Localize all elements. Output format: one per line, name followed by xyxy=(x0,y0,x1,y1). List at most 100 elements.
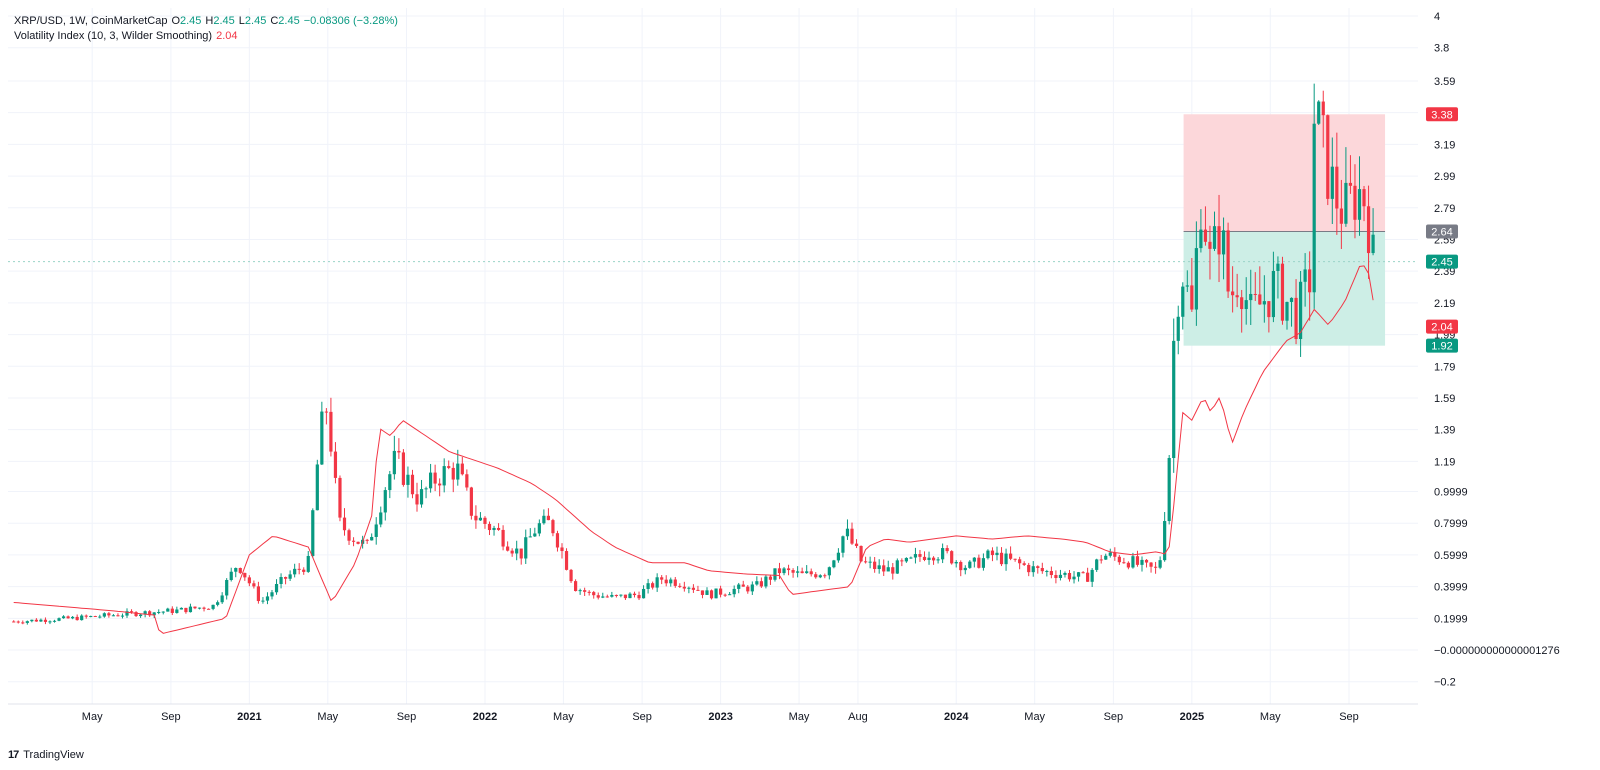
time-axis[interactable]: May Sep 2021 May Sep 2022 May Sep 2023 May Aug 2024… xyxy=(8,703,1418,723)
candle-body[interactable] xyxy=(1298,281,1303,340)
candle-body[interactable] xyxy=(1344,182,1348,224)
candle-body[interactable] xyxy=(451,467,455,480)
candle-body[interactable] xyxy=(764,576,768,587)
candle-body[interactable] xyxy=(1285,301,1289,321)
candle-body[interactable] xyxy=(1335,166,1339,209)
candle-body[interactable] xyxy=(945,548,949,552)
candle-body[interactable] xyxy=(297,568,301,570)
candle-body[interactable] xyxy=(1018,559,1022,564)
candle-body[interactable] xyxy=(324,411,328,413)
candle-body[interactable] xyxy=(768,576,773,580)
candle-body[interactable] xyxy=(573,581,578,592)
candle-body[interactable] xyxy=(474,515,478,521)
candle-body[interactable] xyxy=(601,596,605,598)
entry-price-badge[interactable] xyxy=(1426,224,1458,239)
candle-body[interactable] xyxy=(43,619,48,622)
candle-body[interactable] xyxy=(777,568,782,574)
candle-body[interactable] xyxy=(229,571,233,580)
candle-body[interactable] xyxy=(732,588,736,595)
candle-body[interactable] xyxy=(1190,285,1194,310)
candle-body[interactable] xyxy=(206,608,211,610)
candle-body[interactable] xyxy=(1317,101,1321,124)
candle-body[interactable] xyxy=(990,550,995,556)
candle-body[interactable] xyxy=(678,585,682,587)
candle-body[interactable] xyxy=(1099,559,1103,561)
candle-body[interactable] xyxy=(30,619,34,622)
candle-body[interactable] xyxy=(329,411,333,452)
candle-body[interactable] xyxy=(895,560,899,574)
candle-body[interactable] xyxy=(16,621,20,623)
candle-body[interactable] xyxy=(1267,301,1271,318)
candle-body[interactable] xyxy=(1203,229,1208,242)
candle-body[interactable] xyxy=(365,539,369,541)
candle-body[interactable] xyxy=(134,612,138,617)
candle-body[interactable] xyxy=(913,554,918,558)
candle-body[interactable] xyxy=(120,615,125,617)
candle-body[interactable] xyxy=(193,606,197,609)
candle-body[interactable] xyxy=(447,466,451,468)
candle-body[interactable] xyxy=(646,583,650,589)
candle-body[interactable] xyxy=(1276,263,1280,271)
candle-body[interactable] xyxy=(506,546,510,551)
candle-body[interactable] xyxy=(700,590,705,595)
candle-body[interactable] xyxy=(116,615,120,617)
candle-body[interactable] xyxy=(1135,556,1140,565)
candle-body[interactable] xyxy=(927,557,931,560)
candle-body[interactable] xyxy=(419,489,424,505)
candle-body[interactable] xyxy=(1208,241,1212,249)
candle-body[interactable] xyxy=(737,584,741,589)
candle-body[interactable] xyxy=(555,533,560,548)
candle-body[interactable] xyxy=(827,567,831,576)
candle-body[interactable] xyxy=(338,477,342,518)
candle-body[interactable] xyxy=(1348,182,1353,186)
candle-body[interactable] xyxy=(569,569,573,582)
stop-price-badge[interactable] xyxy=(1426,107,1458,122)
candle-body[interactable] xyxy=(696,589,700,591)
candle-body[interactable] xyxy=(542,515,546,524)
candle-body[interactable] xyxy=(1072,576,1076,580)
candle-body[interactable] xyxy=(728,594,732,596)
tradingview-brand[interactable]: 17 TradingView xyxy=(8,749,84,761)
candle-body[interactable] xyxy=(524,537,528,559)
candle-body[interactable] xyxy=(1054,575,1058,579)
candle-body[interactable] xyxy=(501,529,505,547)
candle-body[interactable] xyxy=(791,570,795,573)
candle-body[interactable] xyxy=(216,602,220,605)
candle-body[interactable] xyxy=(1371,234,1375,254)
candle-body[interactable] xyxy=(1258,294,1262,305)
candle-body[interactable] xyxy=(261,600,265,602)
candle-body[interactable] xyxy=(161,611,165,613)
candle-body[interactable] xyxy=(383,490,387,513)
candle-body[interactable] xyxy=(863,561,868,563)
candle-body[interactable] xyxy=(1176,316,1180,341)
legend-symbol[interactable]: XRP/USD, 1W, CoinMarketCap xyxy=(14,15,168,27)
candle-body[interactable] xyxy=(877,565,881,570)
candle-body[interactable] xyxy=(460,463,464,475)
candle-body[interactable] xyxy=(682,586,686,589)
candle-body[interactable] xyxy=(1131,556,1135,568)
candle-body[interactable] xyxy=(664,579,668,584)
candle-body[interactable] xyxy=(1149,562,1153,567)
candle-body[interactable] xyxy=(89,616,93,618)
candle-body[interactable] xyxy=(397,450,401,453)
candle-body[interactable] xyxy=(796,571,800,573)
candle-body[interactable] xyxy=(247,577,251,584)
candle-body[interactable] xyxy=(1262,301,1266,305)
candle-body[interactable] xyxy=(478,517,483,521)
candle-body[interactable] xyxy=(1362,189,1366,207)
candle-body[interactable] xyxy=(370,536,374,541)
candle-body[interactable] xyxy=(1303,269,1307,282)
candle-body[interactable] xyxy=(1086,572,1090,582)
candle-body[interactable] xyxy=(496,527,501,530)
candle-body[interactable] xyxy=(279,577,283,585)
candle-body[interactable] xyxy=(963,567,967,571)
candle-body[interactable] xyxy=(129,611,134,613)
candle-body[interactable] xyxy=(941,548,945,560)
candle-body[interactable] xyxy=(972,557,976,562)
candle-body[interactable] xyxy=(632,593,637,596)
candle-body[interactable] xyxy=(57,618,61,621)
candle-body[interactable] xyxy=(1040,568,1044,572)
candle-body[interactable] xyxy=(918,554,922,557)
candle-body[interactable] xyxy=(39,619,43,622)
